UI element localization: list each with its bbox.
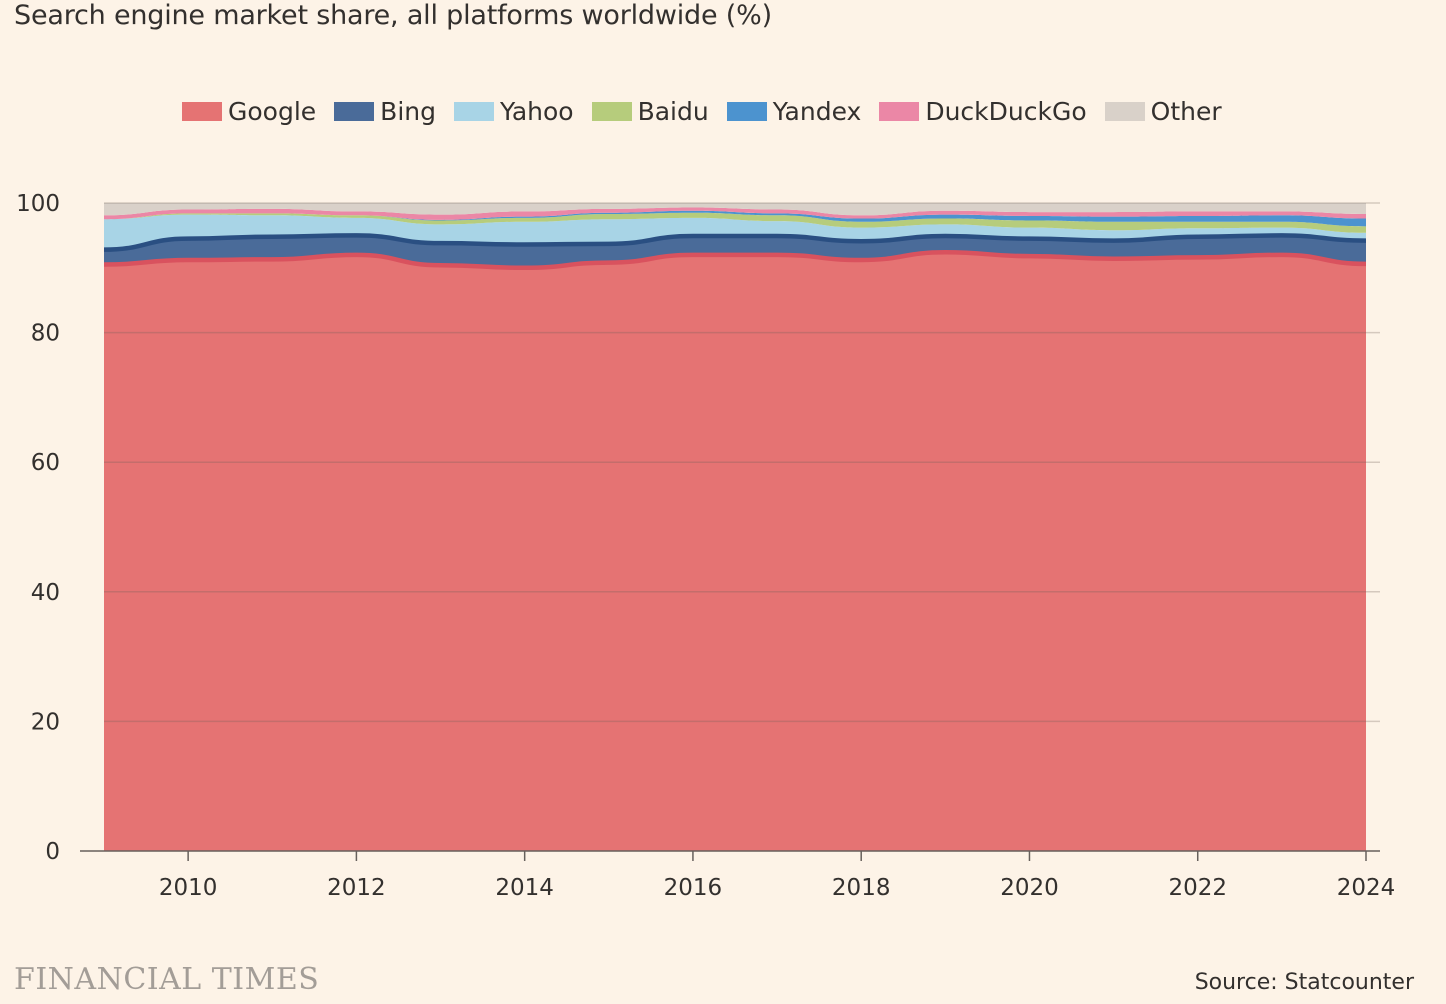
area-baidu [104,212,1366,233]
x-tick-label: 2010 [159,875,218,901]
legend-label: Google [228,97,317,126]
legend-label: DuckDuckGo [925,97,1087,126]
area-yandex [104,210,1366,227]
ft-logo: FINANCIAL TIMES [14,962,320,997]
x-tick-label: 2012 [327,875,386,901]
y-tick-label: 100 [16,191,60,217]
line-google [103,249,1367,271]
x-tick-label: 2016 [664,875,723,901]
legend-item-yandex: Yandex [726,97,862,126]
x-tick-label: 2022 [1168,875,1227,901]
legend-label: Bing [380,97,436,126]
legend-swatch [591,102,632,121]
legend-item-bing: Bing [334,97,436,126]
legend-swatch [182,102,222,121]
line-bing [103,233,1367,252]
legend-swatch [1104,102,1145,121]
area-duckduckgo [104,207,1366,220]
x-tick-label: 2024 [1337,875,1396,901]
source-note: Source: Statcounter [1194,970,1414,995]
chart-title: Search engine market share, all platform… [14,0,772,31]
legend-swatch [726,102,767,121]
legend-swatch [453,102,494,121]
legend-item-google: Google [182,97,316,126]
y-tick-label: 20 [31,709,60,735]
y-tick-label: 60 [31,450,60,476]
legend-item-baidu: Baidu [591,97,709,126]
legend-item-duckduckgo: DuckDuckGo [879,97,1087,126]
legend-swatch [334,102,375,121]
x-tick-label: 2014 [495,875,554,901]
area-other [104,203,1366,216]
y-tick-label: 0 [45,839,60,865]
legend-item-other: Other [1104,97,1222,126]
chart-legend: Google Bing Yahoo Baidu Yandex DuckDuckGo Othe… [182,97,1222,126]
x-tick-label: 2020 [1000,875,1059,901]
legend-label: Yandex [772,97,862,126]
legend-label: Other [1150,97,1222,126]
x-tick-label: 2018 [832,875,891,901]
y-tick-label: 40 [31,580,60,606]
area-google [104,252,1366,852]
legend-label: Yahoo [499,97,574,126]
legend-swatch [879,102,920,121]
legend-item-yahoo: Yahoo [453,97,574,126]
legend-label: Baidu [637,97,709,126]
y-tick-label: 80 [31,321,60,347]
